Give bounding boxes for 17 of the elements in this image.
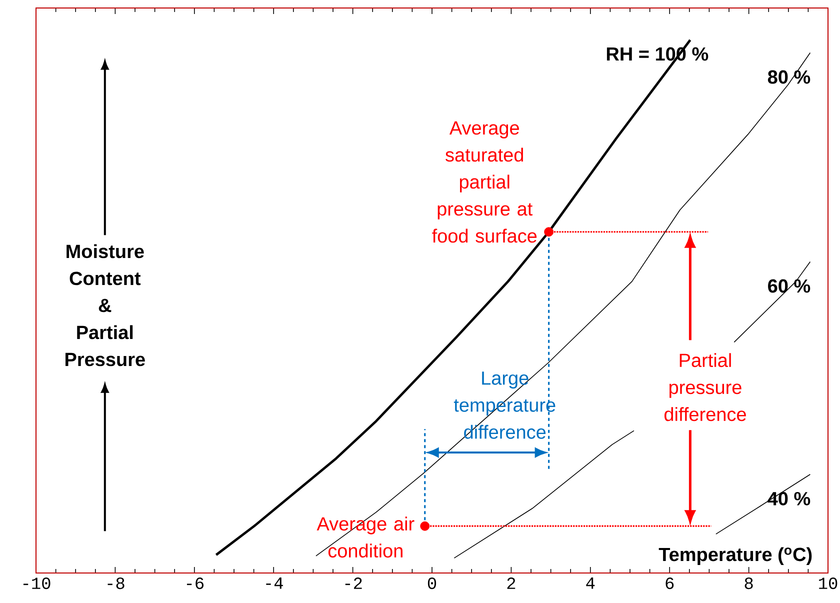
x-tick-label: 4 bbox=[586, 578, 595, 589]
x-tick-label: -8 bbox=[108, 578, 124, 590]
series-label: 80 % bbox=[768, 70, 810, 84]
x-tick-label: 8 bbox=[744, 578, 753, 590]
x-tick-label: -2 bbox=[345, 578, 362, 589]
annotation: Average saturated partial pressure at food surface bbox=[432, 121, 537, 243]
y-axis-title: Moisture Content & Partial Pressure bbox=[66, 244, 145, 366]
annotation: Partial pressure difference bbox=[664, 353, 746, 422]
x-tick-label: 0 bbox=[428, 578, 436, 590]
x-tick-label: -10 bbox=[23, 578, 50, 590]
x-axis-title: Temperature ($^{o}$C) bbox=[658, 547, 812, 565]
x-tick-label: -6 bbox=[186, 578, 204, 590]
x-tick-label: 10 bbox=[819, 578, 838, 590]
series-label: 60 % bbox=[768, 279, 810, 293]
x-tick-label: 6 bbox=[666, 578, 674, 590]
x-tick-label: -4 bbox=[266, 578, 283, 589]
x-tick-label: 2 bbox=[507, 578, 516, 589]
